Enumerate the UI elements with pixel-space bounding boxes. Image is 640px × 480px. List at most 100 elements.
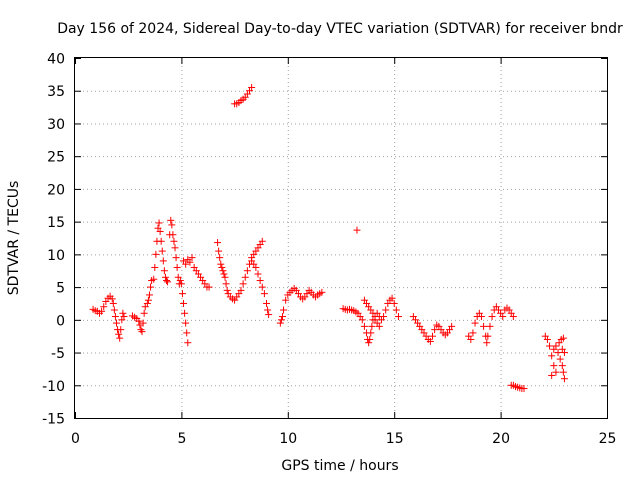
data-point xyxy=(218,263,226,271)
data-point xyxy=(243,267,251,275)
x-tick-label: 15 xyxy=(386,431,404,447)
data-point xyxy=(390,299,398,307)
data-point xyxy=(183,329,191,337)
x-tick-label: 5 xyxy=(177,431,186,447)
data-point xyxy=(486,322,494,330)
data-point xyxy=(426,337,434,345)
data-point xyxy=(559,368,567,376)
data-point xyxy=(182,319,190,327)
data-point xyxy=(382,306,390,314)
x-tick-label: 10 xyxy=(279,431,297,447)
data-point xyxy=(353,226,361,234)
data-point xyxy=(277,316,285,324)
data-point xyxy=(182,260,190,268)
data-point xyxy=(184,339,192,347)
data-point xyxy=(369,309,377,317)
data-point xyxy=(241,273,249,281)
data-point xyxy=(375,322,383,330)
chart-title: Day 156 of 2024, Sidereal Day-to-day VTE… xyxy=(57,21,623,37)
y-tick-label: 10 xyxy=(47,248,65,264)
data-point xyxy=(111,313,119,321)
data-point xyxy=(164,278,172,286)
data-point xyxy=(367,329,375,337)
data-point xyxy=(167,216,175,224)
data-point xyxy=(252,263,260,271)
data-point xyxy=(365,339,373,347)
y-axis-label: SDTVAR / TECUs xyxy=(6,181,22,296)
data-point xyxy=(117,326,125,334)
data-point xyxy=(109,299,117,307)
data-point xyxy=(448,322,456,330)
x-tick-label: 25 xyxy=(599,431,617,447)
data-point xyxy=(120,313,128,321)
data-point xyxy=(520,385,528,393)
data-point xyxy=(145,291,153,299)
y-tick-label: 30 xyxy=(47,117,65,133)
data-point xyxy=(169,231,177,239)
y-tick-label: -15 xyxy=(42,412,65,428)
data-point xyxy=(394,313,402,321)
data-point xyxy=(265,311,273,319)
data-point xyxy=(214,239,222,247)
data-point xyxy=(471,319,479,327)
data-point xyxy=(108,295,116,303)
data-point xyxy=(429,332,437,340)
data-point xyxy=(150,275,158,283)
x-tick-labels: 0 5 10 15 20 25 xyxy=(71,431,616,447)
data-point xyxy=(176,277,184,285)
y-tick-label: -10 xyxy=(42,379,65,395)
data-point xyxy=(178,290,186,298)
data-point xyxy=(171,244,179,252)
data-point xyxy=(115,330,123,338)
data-point xyxy=(139,319,147,327)
data-point xyxy=(163,277,171,285)
data-point xyxy=(368,322,376,330)
data-point xyxy=(282,296,290,304)
data-point xyxy=(548,371,556,379)
data-point xyxy=(554,349,562,357)
data-point xyxy=(278,313,286,321)
data-point xyxy=(205,283,213,291)
data-point xyxy=(556,355,564,363)
data-point xyxy=(110,306,118,314)
data-point xyxy=(499,313,507,321)
data-point xyxy=(380,313,388,321)
data-point xyxy=(263,299,271,307)
data-point xyxy=(158,247,166,255)
data-point xyxy=(116,334,124,342)
data-point xyxy=(161,273,169,281)
data-point xyxy=(186,258,194,266)
data-point xyxy=(276,319,284,327)
data-point xyxy=(388,294,396,302)
data-point xyxy=(100,303,108,311)
data-point xyxy=(560,375,568,383)
data-point xyxy=(552,368,560,376)
data-point xyxy=(358,316,366,324)
data-point xyxy=(480,322,488,330)
data-point xyxy=(488,313,496,321)
data-point xyxy=(558,362,566,370)
data-point xyxy=(119,309,127,317)
y-tick-label: 20 xyxy=(47,182,65,198)
data-point xyxy=(215,247,223,255)
data-point xyxy=(168,221,176,229)
data-point xyxy=(157,237,165,245)
data-point xyxy=(318,288,326,296)
data-point xyxy=(256,277,264,285)
data-point xyxy=(152,250,160,258)
data-point xyxy=(173,263,181,271)
x-tick-label: 0 xyxy=(71,431,80,447)
data-point xyxy=(477,313,485,321)
x-tick-label: 20 xyxy=(492,431,510,447)
x-axis-label: GPS time / hours xyxy=(281,458,398,474)
y-tick-label: 0 xyxy=(56,313,65,329)
y-tick-label: 35 xyxy=(47,84,65,100)
data-point xyxy=(112,319,120,327)
data-point xyxy=(144,296,152,304)
data-point xyxy=(560,349,568,357)
data-point xyxy=(138,328,146,336)
data-point xyxy=(392,306,400,314)
data-point xyxy=(484,332,492,340)
data-point xyxy=(543,335,551,343)
data-point xyxy=(222,280,230,288)
